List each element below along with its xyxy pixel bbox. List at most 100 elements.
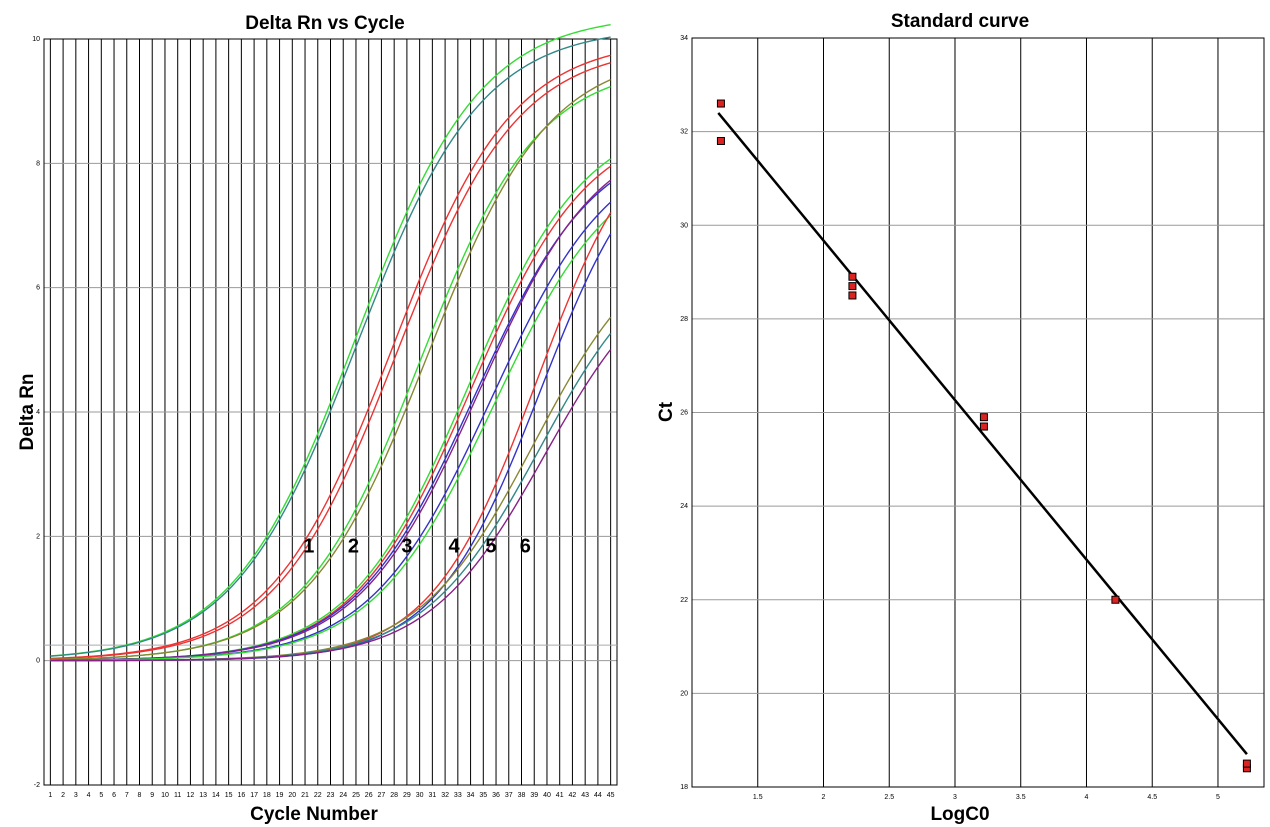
chart1-x-tick-label: 9 — [150, 792, 154, 799]
chart1-x-tick-label: 27 — [378, 792, 386, 799]
amplification-curve-3 — [50, 54, 611, 660]
data-point-marker — [1111, 595, 1120, 604]
chart2-x-tick-label: 3 — [953, 794, 957, 801]
chart1-x-tick-label: 18 — [263, 792, 271, 799]
chart1-x-tick-label: 29 — [403, 792, 411, 799]
chart1-x-tick-label: 17 — [250, 792, 258, 799]
chart2-fit-line-group — [717, 112, 1248, 756]
chart1-title: Delta Rn vs Cycle — [245, 13, 404, 34]
data-point-marker — [1242, 759, 1251, 768]
chart1-x-tick-label: 3 — [74, 792, 78, 799]
chart1-y-tick-label: 6 — [36, 285, 40, 292]
data-point-marker — [848, 272, 857, 281]
chart2-y-tick-label: 18 — [680, 784, 688, 791]
chart1-x-tick-label: 2 — [61, 792, 65, 799]
chart2-x-tick-label: 4 — [1085, 794, 1089, 801]
chart1-x-tick-label: 28 — [390, 792, 398, 799]
chart1-curve-labels: 1 2 3 4 5 6 — [303, 536, 531, 558]
chart1-x-tick-label: 12 — [187, 792, 195, 799]
chart1-x-tick-label: 43 — [581, 792, 589, 799]
curve-label-3: 3 — [401, 536, 412, 558]
chart1-x-tick-label: 45 — [607, 792, 615, 799]
chart1-x-tick-label: 16 — [237, 792, 245, 799]
chart2-y-tick-label: 22 — [680, 597, 688, 604]
chart1-x-tick-label: 6 — [112, 792, 116, 799]
chart2-x-tick-label: 5 — [1216, 794, 1220, 801]
chart1-x-tick-label: 23 — [327, 792, 335, 799]
chart1-x-tick-label: 44 — [594, 792, 602, 799]
chart1-x-tick-label: 15 — [225, 792, 233, 799]
chart2-y-ticks: 18 20 22 24 26 28 30 32 34 — [680, 35, 688, 791]
chart2-y-tick-label: 34 — [680, 35, 688, 42]
chart1-y-axis-title: Delta Rn — [17, 373, 38, 450]
chart1-x-ticks: 1 2 3 4 5 6 7 8 9 10 11 12 13 14 15 16 17 18 19 20 21 22 23 24 2… — [48, 792, 614, 799]
curve-label-5: 5 — [485, 536, 496, 558]
chart1-x-tick-label: 20 — [288, 792, 296, 799]
chart1-x-tick-label: 40 — [543, 792, 551, 799]
chart1-x-tick-label: 42 — [569, 792, 577, 799]
chart1-x-tick-label: 1 — [48, 792, 52, 799]
chart1-plot-border — [43, 38, 618, 786]
chart1-x-tick-label: 34 — [467, 792, 475, 799]
amplification-curve-4 — [50, 62, 611, 660]
chart1-y-tick-label: 2 — [36, 533, 40, 540]
data-point-marker — [848, 291, 857, 300]
amplification-curve-1 — [50, 23, 611, 657]
chart1-x-tick-label: 36 — [492, 792, 500, 799]
chart1-y-ticks: -2 0 2 4 6 8 10 — [32, 36, 40, 789]
chart1-x-tick-label: 21 — [301, 792, 309, 799]
chart1-x-tick-label: 33 — [454, 792, 462, 799]
chart2-y-tick-label: 20 — [680, 690, 688, 697]
chart2-x-tick-label: 4.5 — [1147, 794, 1157, 801]
chart1-x-tick-label: 19 — [276, 792, 284, 799]
data-point-marker — [716, 99, 725, 108]
curve-label-2: 2 — [348, 536, 359, 558]
chart1-series-group — [50, 23, 612, 662]
chart1-x-tick-label: 35 — [479, 792, 487, 799]
chart1-y-tick-label: 10 — [32, 36, 40, 43]
regression-line — [717, 112, 1248, 756]
chart1-x-tick-label: 10 — [161, 792, 169, 799]
chart1-y-tick-label: 8 — [36, 160, 40, 167]
chart2-y-tick-label: 30 — [680, 222, 688, 229]
chart1-x-tick-label: 24 — [339, 792, 347, 799]
data-point-marker — [979, 422, 988, 431]
chart1-x-tick-label: 37 — [505, 792, 513, 799]
chart1-grid — [44, 38, 617, 786]
chart2-y-tick-label: 32 — [680, 129, 688, 136]
amplification-curve-17 — [50, 349, 612, 662]
chart2-y-tick-label: 26 — [680, 410, 688, 417]
chart1-x-tick-label: 39 — [530, 792, 538, 799]
chart1-x-tick-label: 25 — [352, 792, 360, 799]
curve-label-6: 6 — [520, 536, 531, 558]
data-point-marker — [716, 136, 725, 145]
chart2-x-ticks: 1.5 2 2.5 3 3.5 4 4.5 5 — [753, 794, 1220, 801]
chart2-x-tick-label: 1.5 — [753, 794, 763, 801]
curve-label-4: 4 — [448, 536, 460, 558]
data-point-marker — [979, 413, 988, 422]
curve-label-1: 1 — [303, 536, 314, 558]
amplification-curve-2 — [50, 36, 611, 657]
chart1-x-axis-title: Cycle Number — [250, 804, 378, 825]
chart1-x-tick-label: 14 — [212, 792, 220, 799]
chart1-x-tick-label: 38 — [518, 792, 526, 799]
chart1-x-tick-label: 26 — [365, 792, 373, 799]
chart1-x-tick-label: 11 — [174, 792, 181, 799]
chart2-points-group — [716, 99, 1251, 773]
amplification-curve-6 — [50, 79, 611, 661]
chart1-y-tick-label: 0 — [36, 658, 40, 665]
chart2-y-axis-title: Ct — [656, 401, 677, 422]
chart1-x-tick-label: 4 — [87, 792, 91, 799]
chart2-y-tick-label: 24 — [680, 503, 688, 510]
chart2-x-tick-label: 3.5 — [1016, 794, 1026, 801]
data-point-marker — [848, 282, 857, 291]
chart1-x-tick-label: 22 — [314, 792, 322, 799]
chart1-x-tick-label: 30 — [416, 792, 424, 799]
chart1-y-tick-label: -2 — [34, 782, 40, 789]
chart2-y-tick-label: 28 — [680, 316, 688, 323]
chart1-x-tick-label: 7 — [125, 792, 129, 799]
chart2-x-tick-label: 2 — [822, 794, 826, 801]
